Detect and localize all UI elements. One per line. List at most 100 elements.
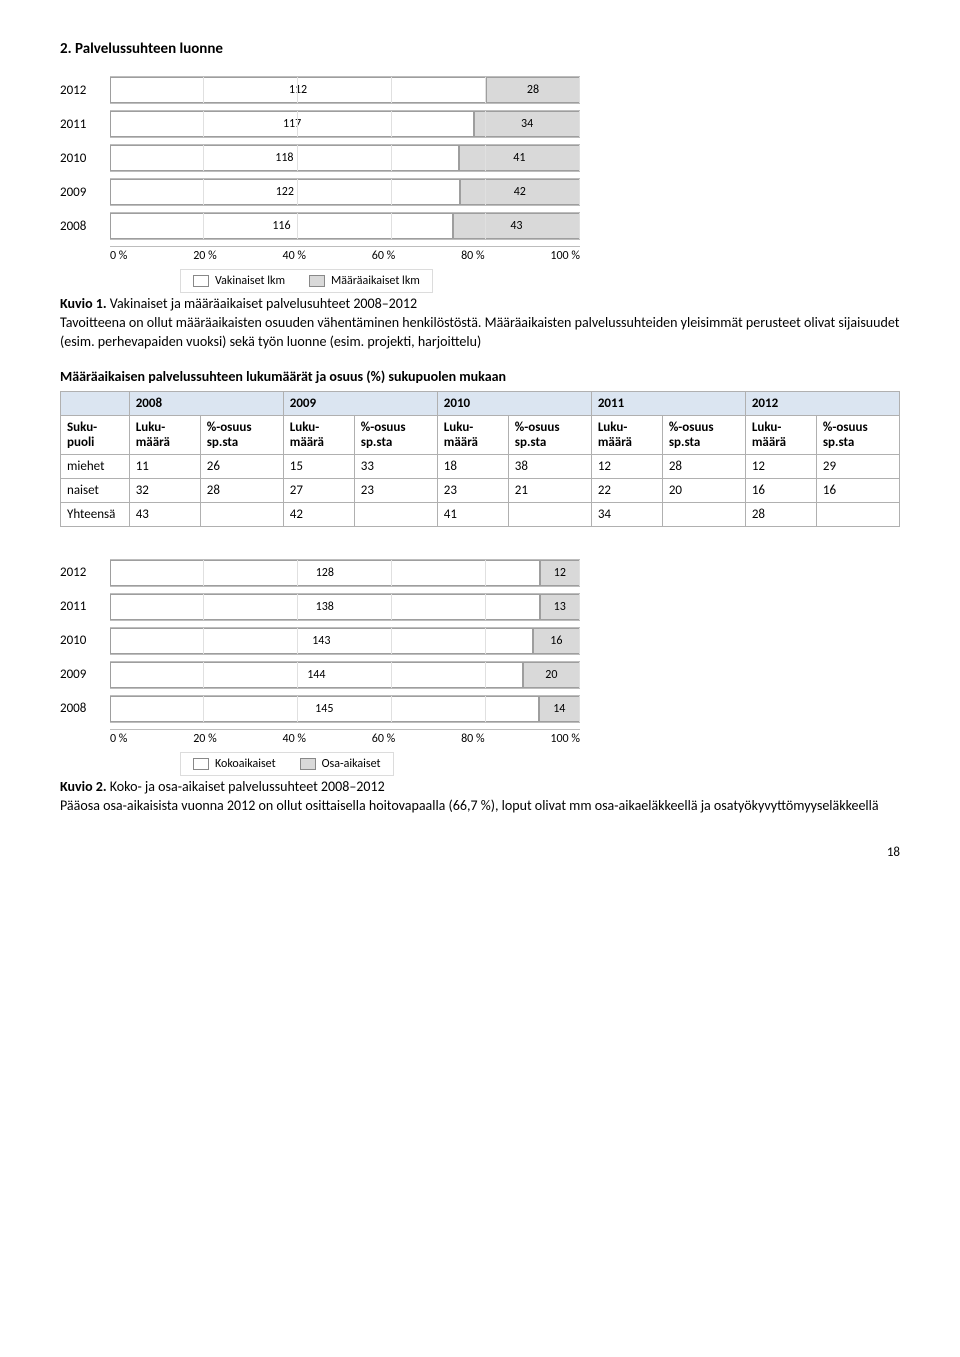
bar-segment-1: 143 (110, 628, 533, 654)
table-cell: 27 (283, 478, 354, 502)
axis-tick: 20 % (193, 249, 216, 263)
chart-year-label: 2009 (60, 185, 110, 200)
legend-swatch-1 (193, 758, 209, 770)
table-year-header: 2012 (745, 391, 899, 415)
legend-label: Kokoaikaiset (215, 757, 276, 771)
table-cell: 22 (591, 478, 662, 502)
table-col-luku: Luku-määrä (591, 415, 662, 454)
table-year-header: 2009 (283, 391, 437, 415)
chart-row: 201113813 (60, 593, 580, 621)
chart-row: 200814514 (60, 695, 580, 723)
table-cell: 15 (283, 454, 354, 478)
chart-year-label: 2010 (60, 151, 110, 166)
paragraph-1: Tavoitteena on ollut määräaikaisten osuu… (60, 314, 899, 350)
table-cell: 28 (745, 502, 816, 526)
axis-tick: 60 % (372, 732, 395, 746)
chart2-legend: Kokoaikaiset Osa-aikaiset (180, 752, 394, 776)
table-year-header: 2010 (437, 391, 591, 415)
table-cell (200, 502, 283, 526)
chart-bar-area: 11643 (110, 212, 580, 240)
bar-segment-1: 128 (110, 560, 540, 586)
figure-2-title: Koko- ja osa-aikaiset palvelussuhteet 20… (107, 778, 385, 795)
table-row-label: miehet (61, 454, 130, 478)
table-row-label: Yhteensä (61, 502, 130, 526)
axis-tick: 100 % (550, 249, 580, 263)
table-col-osuus: %-osuus sp.sta (200, 415, 283, 454)
legend-swatch-1 (193, 275, 209, 287)
table-cell: 43 (129, 502, 200, 526)
bar-segment-2: 43 (453, 213, 580, 239)
chart-bar-area: 14420 (110, 661, 580, 689)
table-year-header: 2011 (591, 391, 745, 415)
chart-row: 200811643 (60, 212, 580, 240)
table-col-luku: Luku-määrä (437, 415, 508, 454)
table-row: naiset32282723232122201616 (61, 478, 900, 502)
table-col-luku: Luku-määrä (129, 415, 200, 454)
chart-bar-area: 14514 (110, 695, 580, 723)
table-cell: 28 (662, 454, 745, 478)
chart2-axis: 0 %20 %40 %60 %80 %100 % (110, 729, 580, 746)
figure-2-caption-block: Kuvio 2. Koko- ja osa-aikaiset palveluss… (60, 778, 900, 816)
chart-year-label: 2012 (60, 83, 110, 98)
page-number: 18 (60, 845, 900, 860)
bar-segment-2: 34 (474, 111, 580, 137)
table-cell: 41 (437, 502, 508, 526)
bar-segment-2: 13 (540, 594, 580, 620)
table-cell (508, 502, 591, 526)
chart-row: 200912242 (60, 178, 580, 206)
bar-segment-2: 20 (523, 662, 580, 688)
table-col-osuus: %-osuus sp.sta (354, 415, 437, 454)
bar-segment-1: 138 (110, 594, 540, 620)
table-cell (662, 502, 745, 526)
chart-year-label: 2012 (60, 565, 110, 580)
chart-year-label: 2010 (60, 633, 110, 648)
chart-year-label: 2011 (60, 599, 110, 614)
table-cell: 32 (129, 478, 200, 502)
chart-year-label: 2009 (60, 667, 110, 682)
table-cell: 20 (662, 478, 745, 502)
table-cell: 21 (508, 478, 591, 502)
bar-segment-2: 12 (540, 560, 580, 586)
table-cell (354, 502, 437, 526)
chart-bar-area: 14316 (110, 627, 580, 655)
legend-item: Määräaikaiset lkm (309, 274, 420, 288)
table-cell: 23 (437, 478, 508, 502)
table-cell: 12 (745, 454, 816, 478)
chart-row: 201014316 (60, 627, 580, 655)
legend-item: Kokoaikaiset (193, 757, 276, 771)
table-col-osuus: %-osuus sp.sta (816, 415, 899, 454)
table-cell: 26 (200, 454, 283, 478)
bar-segment-1: 144 (110, 662, 523, 688)
table-cell: 33 (354, 454, 437, 478)
table-corner (61, 391, 130, 415)
chart-bar-area: 13813 (110, 593, 580, 621)
table-col-osuus: %-osuus sp.sta (662, 415, 745, 454)
table-row-label: naiset (61, 478, 130, 502)
bar-segment-1: 117 (110, 111, 474, 137)
table-cell: 29 (816, 454, 899, 478)
table-col-luku: Luku-määrä (283, 415, 354, 454)
chart-row: 200914420 (60, 661, 580, 689)
legend-label: Määräaikaiset lkm (331, 274, 420, 288)
table-col-luku: Luku-määrä (745, 415, 816, 454)
legend-label: Vakinaiset lkm (215, 274, 285, 288)
table-cell: 16 (816, 478, 899, 502)
axis-tick: 100 % (550, 732, 580, 746)
table-year-header: 2008 (129, 391, 283, 415)
chart-bar-area: 12242 (110, 178, 580, 206)
bar-segment-2: 42 (460, 179, 580, 205)
chart-year-label: 2008 (60, 219, 110, 234)
chart-row: 201212812 (60, 559, 580, 587)
legend-swatch-2 (300, 758, 316, 770)
table-cell: 11 (129, 454, 200, 478)
table-cell: 42 (283, 502, 354, 526)
chart-2: 2012128122011138132010143162009144202008… (60, 559, 580, 723)
table-cell: 23 (354, 478, 437, 502)
bar-segment-1: 122 (110, 179, 460, 205)
bar-segment-1: 112 (110, 77, 486, 103)
chart-bar-area: 11734 (110, 110, 580, 138)
legend-label: Osa-aikaiset (322, 757, 381, 771)
chart-year-label: 2011 (60, 117, 110, 132)
table-cell: 34 (591, 502, 662, 526)
table-row: Yhteensä43 42 41 34 28 (61, 502, 900, 526)
